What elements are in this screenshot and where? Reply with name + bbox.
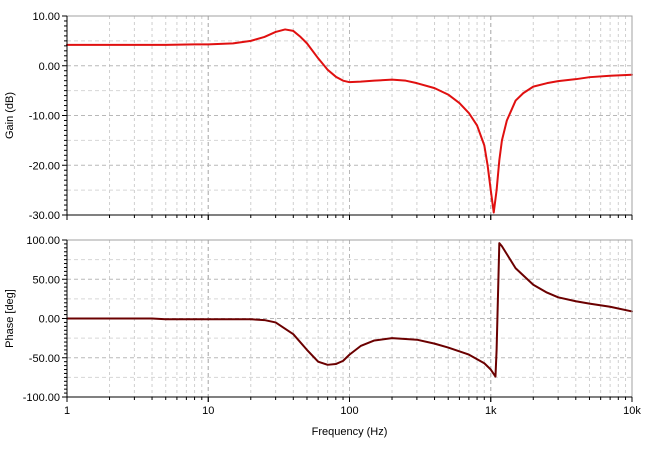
series-line — [66, 28, 633, 214]
y-tick-label: 100.00 — [26, 235, 60, 247]
gain-axis-label: Gain (dB) — [4, 92, 16, 139]
gain-panel: 10.00 0.00 -10.00 -20.00 -30.00 Gain (dB) — [4, 11, 633, 222]
x-tick-label: 1k — [485, 405, 497, 417]
gain-curve — [66, 28, 633, 214]
gain-x-ticks — [66, 215, 633, 220]
y-tick-label: -30.00 — [29, 210, 60, 222]
phase-panel: 100.00 50.00 0.00 -50.00 -100.00 1 10 100 1k 10k… — [4, 235, 641, 438]
y-tick-label: 10.00 — [32, 11, 60, 23]
y-tick-label: -20.00 — [29, 160, 60, 172]
phase-curve — [66, 242, 633, 378]
phase-x-ticks: 1 10 100 1k 10k — [64, 397, 641, 417]
y-tick-label: -100.00 — [23, 392, 60, 404]
y-tick-label: 0.00 — [39, 61, 60, 73]
y-tick-label: 50.00 — [32, 274, 60, 286]
x-tick-label: 10 — [202, 405, 214, 417]
y-tick-label: 0.00 — [39, 314, 60, 326]
phase-y-ticks: 100.00 50.00 0.00 -50.00 -100.00 — [23, 235, 67, 404]
x-tick-label: 10k — [623, 405, 641, 417]
series-line — [66, 242, 633, 378]
phase-axis-label: Phase [deg] — [4, 289, 16, 348]
x-tick-label: 100 — [340, 405, 358, 417]
gain-grid — [67, 16, 632, 215]
y-tick-label: -50.00 — [29, 353, 60, 365]
frequency-axis-label: Frequency (Hz) — [312, 426, 388, 438]
y-tick-label: -10.00 — [29, 111, 60, 123]
gain-y-ticks: 10.00 0.00 -10.00 -20.00 -30.00 — [29, 11, 67, 222]
x-tick-label: 1 — [64, 405, 70, 417]
